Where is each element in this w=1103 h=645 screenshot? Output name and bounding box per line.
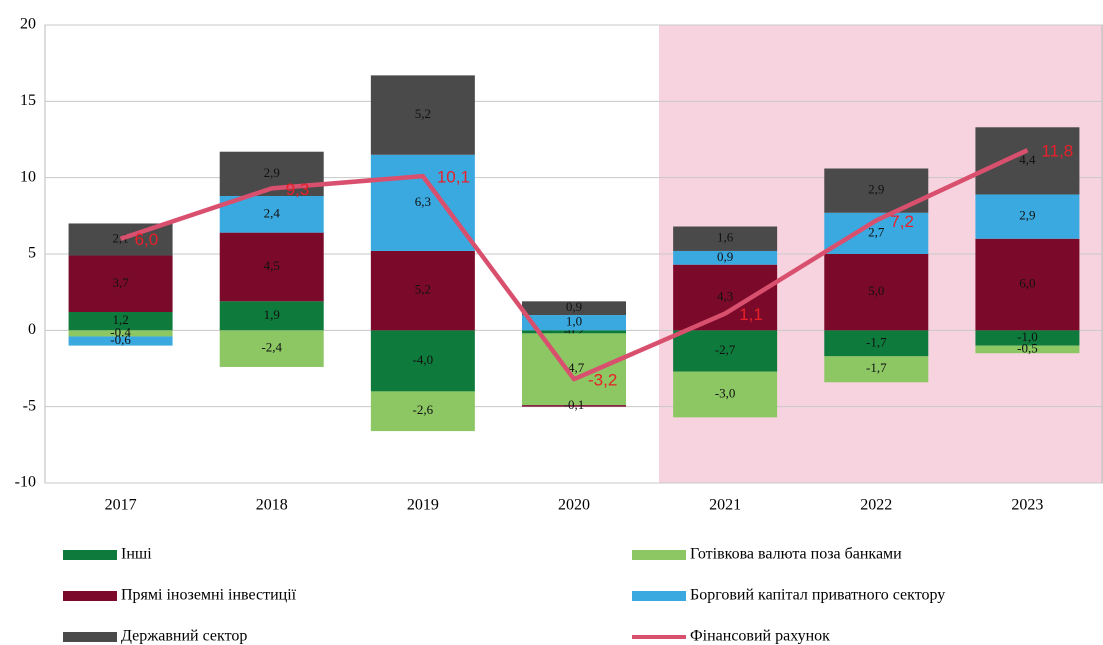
y-tick-label: 15: [20, 92, 36, 109]
data-label: 5,2: [415, 282, 431, 297]
data-label: 4,4: [1019, 152, 1036, 167]
legend-swatch: [632, 550, 686, 560]
bar-segment: [673, 226, 778, 251]
data-label: 6,3: [415, 194, 431, 209]
line-label: 10,1: [437, 168, 470, 187]
x-tick-label: 2022: [860, 497, 892, 514]
legend-swatch: [63, 632, 117, 642]
legend-swatch: [632, 591, 686, 601]
data-label: -0,6: [110, 332, 131, 347]
data-label: 2,9: [264, 165, 280, 180]
data-label: 1,6: [717, 230, 734, 245]
data-label: 1,9: [264, 307, 280, 322]
y-tick-label: -10: [15, 474, 36, 491]
bar-segment: [975, 127, 1080, 195]
legend-label: Державний сектор: [121, 628, 247, 645]
bar-segment: [68, 255, 173, 313]
legend-label: Прямі іноземні інвестиції: [121, 587, 297, 604]
bar-segment: [219, 330, 324, 367]
data-label: -0,1: [564, 397, 585, 412]
bar-segment: [370, 154, 475, 251]
legend-label: Фінансовий рахунок: [690, 628, 830, 645]
y-tick-label: 0: [28, 321, 36, 338]
bar-segment: [68, 330, 173, 337]
data-label: -3,0: [715, 385, 736, 400]
bar-segment: [522, 315, 626, 331]
data-label: -1,0: [1017, 329, 1038, 344]
bar-segment: [673, 264, 778, 331]
y-tick-label: 5: [28, 245, 36, 262]
bar-segment: [370, 75, 475, 155]
x-tick-label: 2021: [709, 497, 741, 514]
bar-segment: [219, 301, 324, 331]
data-label: 1,2: [112, 312, 128, 327]
data-label: 5,2: [415, 106, 431, 121]
line-label: 7,2: [890, 212, 914, 231]
bar-segment: [370, 330, 475, 392]
bar-segment: [824, 356, 929, 383]
data-label: 2,9: [868, 182, 884, 197]
data-label: 2,7: [868, 224, 885, 239]
legend-label: Готівкова валюта поза банками: [690, 546, 902, 563]
bar-segment: [522, 301, 626, 316]
x-tick-label: 2018: [256, 497, 288, 514]
x-tick-label: 2019: [407, 497, 439, 514]
data-label: -2,7: [715, 342, 736, 357]
x-tick-label: 2017: [105, 497, 137, 514]
bar-segment: [370, 250, 475, 331]
line-label: 11,8: [1041, 142, 1073, 161]
bar-segment: [219, 232, 324, 302]
data-label: -1,7: [866, 360, 887, 375]
x-tick-label: 2020: [558, 497, 590, 514]
legend-swatch: [63, 550, 117, 560]
data-label: -2,6: [413, 402, 434, 417]
y-tick-label: -5: [23, 397, 36, 414]
data-label: 2,4: [264, 205, 281, 220]
legend-label: Борговий капітал приватного сектору: [690, 587, 945, 604]
bar-segment: [824, 330, 929, 357]
line-label: -3,2: [588, 371, 617, 390]
data-label: -0,5: [1017, 340, 1038, 355]
bar-segment: [522, 405, 626, 407]
data-label: -1,7: [866, 334, 887, 349]
data-label: 2,9: [1019, 208, 1035, 223]
legend-swatch: [63, 591, 117, 601]
line-series: [119, 148, 1029, 382]
bar-segment: [68, 312, 173, 331]
bar-segment: [522, 330, 626, 334]
bar-segment: [975, 330, 1080, 346]
bar-segment: [68, 336, 173, 346]
data-label: 6,0: [1019, 276, 1035, 291]
x-tick-label: 2023: [1011, 497, 1043, 514]
bar-segment: [673, 371, 778, 418]
bar-segment: [824, 254, 929, 331]
line-label: 9,3: [286, 180, 310, 199]
line-label: 6,0: [135, 230, 159, 249]
data-label: 3,7: [112, 275, 129, 290]
y-tick-label: 20: [20, 16, 36, 33]
bar-segment: [522, 333, 626, 406]
line-label: 1,1: [739, 305, 763, 324]
bar-segment: [370, 391, 475, 432]
data-label: 0,9: [717, 249, 733, 264]
bar-segment: [673, 250, 778, 265]
data-label: -0,4: [110, 324, 131, 339]
data-label: -2,4: [261, 340, 282, 355]
data-label: 1,0: [566, 314, 582, 329]
legend-label: Інші: [121, 546, 152, 563]
data-label: 5,0: [868, 283, 884, 298]
data-label: 0,9: [566, 299, 582, 314]
bar-segment: [673, 330, 778, 372]
data-label: 4,5: [264, 258, 280, 273]
data-label: -4,0: [413, 352, 434, 367]
data-label: 4,3: [717, 288, 733, 303]
bar-segment: [975, 194, 1080, 239]
bar-segment: [975, 238, 1080, 331]
y-tick-label: 10: [20, 168, 36, 185]
bar-segment: [975, 345, 1080, 354]
